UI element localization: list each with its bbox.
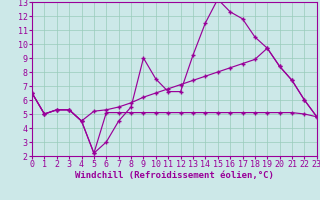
- X-axis label: Windchill (Refroidissement éolien,°C): Windchill (Refroidissement éolien,°C): [75, 171, 274, 180]
